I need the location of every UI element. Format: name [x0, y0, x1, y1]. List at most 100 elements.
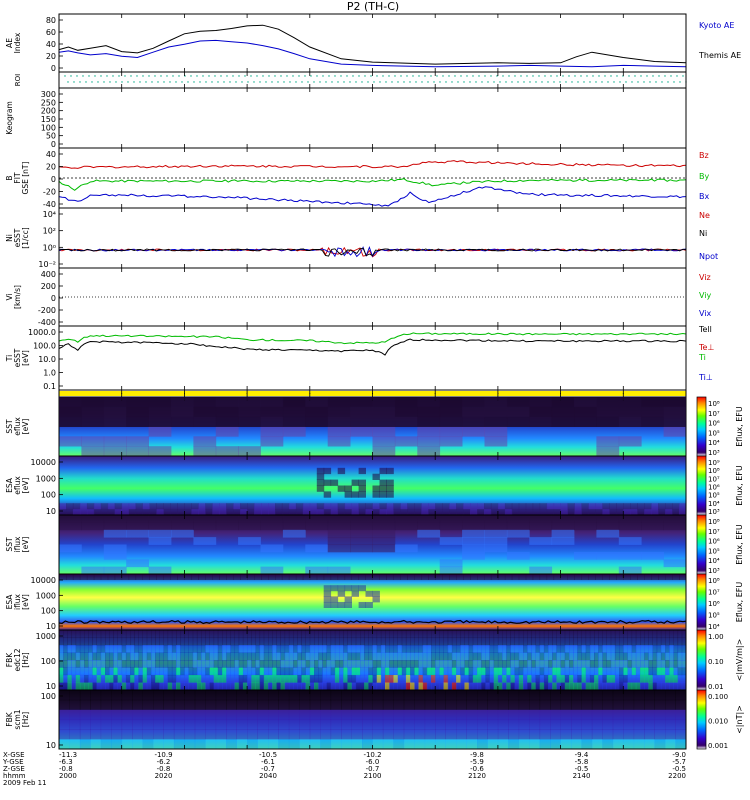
spectrogram-cell [574, 574, 582, 580]
roi-dot [316, 75, 318, 77]
spectrogram-cell [351, 645, 357, 653]
roi-dot [151, 81, 153, 83]
roi-dot [370, 75, 372, 77]
spectrogram-cell [109, 682, 114, 691]
spectrogram-cell [581, 709, 593, 720]
spectrogram-cell [268, 660, 273, 668]
roi-dot [415, 81, 417, 83]
spectrogram-cell [648, 652, 653, 661]
spectrogram-cell [360, 637, 365, 646]
spectrogram-cell [394, 522, 418, 531]
spectrogram-cell [309, 739, 321, 750]
spectrogram-cell [254, 503, 262, 510]
spectrogram-cell [598, 682, 603, 691]
spectrogram-cell [316, 467, 325, 475]
spectrogram-cell [330, 729, 342, 740]
spectrogram-cell [180, 645, 185, 653]
spectrogram-cell [493, 660, 499, 668]
spectrogram-cell [184, 719, 196, 730]
spectrogram-cell [134, 652, 139, 661]
spectrogram-cell [424, 709, 436, 720]
spectrogram-cell [472, 682, 478, 691]
spectrogram-cell [238, 645, 244, 653]
spectrogram-cell [121, 667, 127, 676]
spectrogram-cell [293, 637, 298, 646]
spectrogram-cell [322, 645, 327, 653]
spectrogram-cell [619, 630, 624, 638]
spectrogram-cell [468, 652, 474, 661]
spectrogram-cell [66, 503, 74, 510]
roi-dot [499, 81, 501, 83]
spectrogram-cell [631, 652, 637, 661]
spectrogram-cell [472, 630, 478, 638]
spectrogram-cell [121, 719, 133, 730]
spectrogram-cell [339, 667, 344, 676]
roi-dot [355, 81, 357, 83]
spectrogram-cell [339, 652, 344, 661]
spectrogram-cell [616, 503, 624, 510]
spectrogram-cell [477, 574, 485, 580]
roi-dot [661, 81, 663, 83]
spectrogram-cell [350, 522, 373, 531]
spectrogram-cell [497, 630, 503, 638]
spectrogram-cell [282, 529, 306, 538]
spectrogram-cell [233, 509, 241, 516]
spectrogram-cell [109, 660, 114, 668]
spectrogram-cell [379, 509, 387, 516]
spectrogram-cell [510, 675, 515, 683]
roi-dot [313, 81, 315, 83]
spectrogram-cell [439, 667, 444, 676]
roi-dot [82, 75, 84, 77]
spectrogram-cell [644, 682, 649, 691]
spectrogram-cell [351, 637, 357, 646]
spectrogram-cell [581, 637, 587, 646]
spectrogram-cell [393, 574, 401, 580]
roi-dot [505, 81, 507, 83]
roi-dot [133, 81, 135, 83]
colorbar-tick: 10⁶ [708, 538, 720, 546]
footer-y-gse: -6.3 [59, 758, 73, 766]
spectrogram-cell [217, 667, 223, 676]
spectrogram-cell [426, 645, 432, 653]
roi-dot [409, 81, 411, 83]
spectrogram-cell [155, 660, 160, 668]
spectrogram-cell [159, 660, 164, 668]
spectrogram-cell [393, 503, 401, 510]
spectrogram-cell [552, 667, 557, 676]
roi-dot [100, 75, 102, 77]
spectrogram-cell [142, 652, 148, 661]
spectrogram-cell [470, 574, 478, 580]
spectrogram-cell [344, 574, 352, 580]
roi-dot [160, 75, 162, 77]
spectrogram-cell [236, 690, 248, 701]
spectrogram-cell [268, 699, 279, 710]
spectrogram-cell [428, 509, 436, 516]
spectrogram-cell [376, 667, 382, 676]
spectrogram-cell [351, 660, 357, 668]
spectrogram-cell [414, 509, 422, 516]
spectrogram-cell [100, 690, 112, 701]
spectrogram-cell [490, 509, 499, 516]
spectrogram-cell [614, 645, 620, 653]
spectrogram-cell [196, 660, 202, 668]
y-axis-label: eflux [13, 476, 22, 495]
footer-time: 2140 [573, 772, 591, 780]
spectrogram-cell [401, 667, 407, 676]
spectrogram-cell [293, 652, 298, 661]
spectrogram-cell [301, 660, 306, 668]
spectrogram-cell [550, 699, 561, 710]
roi-dot [538, 75, 540, 77]
spectrogram-cell [67, 637, 72, 646]
spectrogram-cell [247, 690, 258, 701]
roi-dot [103, 81, 105, 83]
spectrogram-cell [177, 503, 185, 510]
spectrogram-cell [442, 503, 450, 510]
spectrogram-cell [238, 675, 244, 683]
spectrogram-cell [268, 509, 276, 516]
spectrogram-cell [75, 645, 81, 653]
spectrogram-cell [443, 667, 449, 676]
spectrogram-cell [63, 682, 68, 691]
spectrogram-cell [96, 667, 102, 676]
spectrogram-cell [393, 509, 401, 516]
spectrogram-cell [213, 682, 219, 691]
